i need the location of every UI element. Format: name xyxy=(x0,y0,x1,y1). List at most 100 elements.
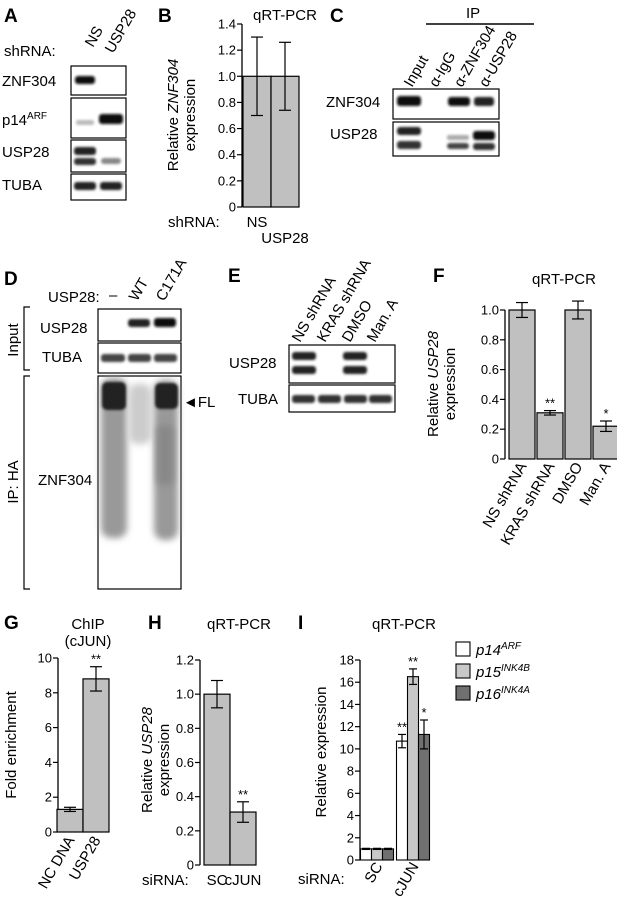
panel-letter-c: C xyxy=(330,6,344,27)
y-axis-label-gene: ZNF304 xyxy=(165,59,182,114)
blot-c-row-usp28: USP28 xyxy=(330,126,378,143)
blot-a-row-p14: p14ARF xyxy=(2,111,47,129)
blot-a-membranes xyxy=(70,65,127,201)
band xyxy=(128,354,151,362)
band xyxy=(447,143,469,149)
y-tick-label: 0.6 xyxy=(481,362,499,377)
legend-label-sup: ARF xyxy=(500,641,522,652)
y-tick-label: 10 xyxy=(38,651,52,666)
y-tick-label: 0.4 xyxy=(176,789,194,804)
blot-a-shrna-label: shRNA: xyxy=(4,43,56,60)
chart-title: qRT-PCR xyxy=(372,616,436,633)
legend-label-name: p14 xyxy=(475,642,501,659)
band xyxy=(101,354,125,362)
y-tick-label: 16 xyxy=(340,675,354,690)
bar xyxy=(203,693,231,866)
legend-swatch xyxy=(455,641,471,657)
smear xyxy=(129,384,151,444)
blot-e-membranes xyxy=(288,344,396,413)
y-tick-label: 0.4 xyxy=(481,392,499,407)
blot-d-input-bracket xyxy=(23,306,30,371)
significance-star: ** xyxy=(397,719,407,734)
x-category-label: SC xyxy=(207,872,228,889)
bar xyxy=(359,848,373,861)
significance-star: ** xyxy=(545,396,555,411)
smear xyxy=(101,378,127,538)
band xyxy=(154,354,177,362)
y-axis-label: Fold enrichment xyxy=(3,690,20,798)
significance-star: ** xyxy=(91,652,101,667)
bar xyxy=(370,848,384,861)
chart-title: ChIP xyxy=(71,616,104,633)
blot-a-row-znf304: ZNF304 xyxy=(2,73,56,90)
panel-letter-b: B xyxy=(158,6,172,27)
y-axis-label-line2: expression xyxy=(156,724,173,797)
y-tick-label: 1.0 xyxy=(218,69,236,84)
band xyxy=(447,135,469,140)
y-tick-label: 0.4 xyxy=(218,147,236,162)
y-axis-label: Relative USP28 xyxy=(139,706,156,813)
significance-star: * xyxy=(603,406,608,421)
band xyxy=(343,366,367,374)
panel-letter-d: D xyxy=(4,269,18,290)
y-tick-label: 0.6 xyxy=(218,121,236,136)
band xyxy=(397,96,421,106)
chart-title: qRT-PCR xyxy=(253,7,317,24)
y-tick-label: 1.2 xyxy=(176,653,194,668)
y-tick-label: 18 xyxy=(340,653,354,668)
y-tick-label: 2 xyxy=(45,790,52,805)
band xyxy=(74,182,96,190)
legend-label-sup: INK4B xyxy=(501,663,530,674)
y-tick-label: 0.2 xyxy=(218,173,236,188)
y-tick-label: 10 xyxy=(340,741,354,756)
band xyxy=(473,143,495,150)
bar xyxy=(564,309,592,460)
band xyxy=(99,114,123,124)
band xyxy=(128,319,150,327)
y-axis-label-gene: USP28 xyxy=(425,330,442,378)
bar xyxy=(406,676,420,861)
y-tick-label: 0 xyxy=(492,452,499,467)
legend-label-name: p16 xyxy=(475,686,502,703)
y-tick-label: 1.2 xyxy=(218,43,236,58)
blot-a-lane-usp28: USP28 xyxy=(102,6,140,56)
y-tick-label: 1.0 xyxy=(176,687,194,702)
band xyxy=(343,352,367,360)
y-tick-label: 0 xyxy=(229,200,236,215)
band xyxy=(155,383,178,409)
y-tick-label: 0.8 xyxy=(481,332,499,347)
panel-letter-a: A xyxy=(4,6,18,27)
chart-b: 0 0.2 0.4 0.6 0.8 1.0 1.2 1.4 qRT-PCR Relative ZN… xyxy=(165,7,317,247)
band xyxy=(74,147,96,155)
bar xyxy=(381,848,395,861)
y-tick-label: 12 xyxy=(340,719,354,734)
y-tick-label: 0.2 xyxy=(176,823,194,838)
y-tick-label: 14 xyxy=(340,697,354,712)
blot-d-usp28-label: USP28: xyxy=(48,289,100,306)
band xyxy=(102,382,126,410)
band xyxy=(397,141,421,149)
legend-label-name: p15 xyxy=(475,664,502,681)
blot-d-row-znf304: ZNF304 xyxy=(38,472,92,489)
y-tick-label: 8 xyxy=(347,764,354,779)
blot-c-ip-label: IP xyxy=(466,5,480,22)
x-category-label: SC xyxy=(361,859,386,886)
panel-letter-i: I xyxy=(298,613,303,634)
blot-a-box-usp28 xyxy=(70,139,127,173)
legend-label-sup: INK4A xyxy=(501,685,530,696)
band xyxy=(292,366,316,374)
panel-letter-e: E xyxy=(228,266,241,287)
y-axis-label-pre: Relative xyxy=(425,379,442,437)
y-tick-label: 1.4 xyxy=(218,17,236,32)
y-tick-label: 0.8 xyxy=(218,95,236,110)
blot-e-row-usp28: USP28 xyxy=(229,355,277,372)
blot-d-lane-none: – xyxy=(109,287,118,304)
y-axis-label: Relative ZNF304 xyxy=(165,59,182,172)
blot-d-membranes xyxy=(97,308,182,590)
x-category-label: cJUN xyxy=(225,872,262,889)
blot-c-membranes xyxy=(392,88,500,157)
band xyxy=(474,97,494,106)
bar xyxy=(417,733,431,861)
